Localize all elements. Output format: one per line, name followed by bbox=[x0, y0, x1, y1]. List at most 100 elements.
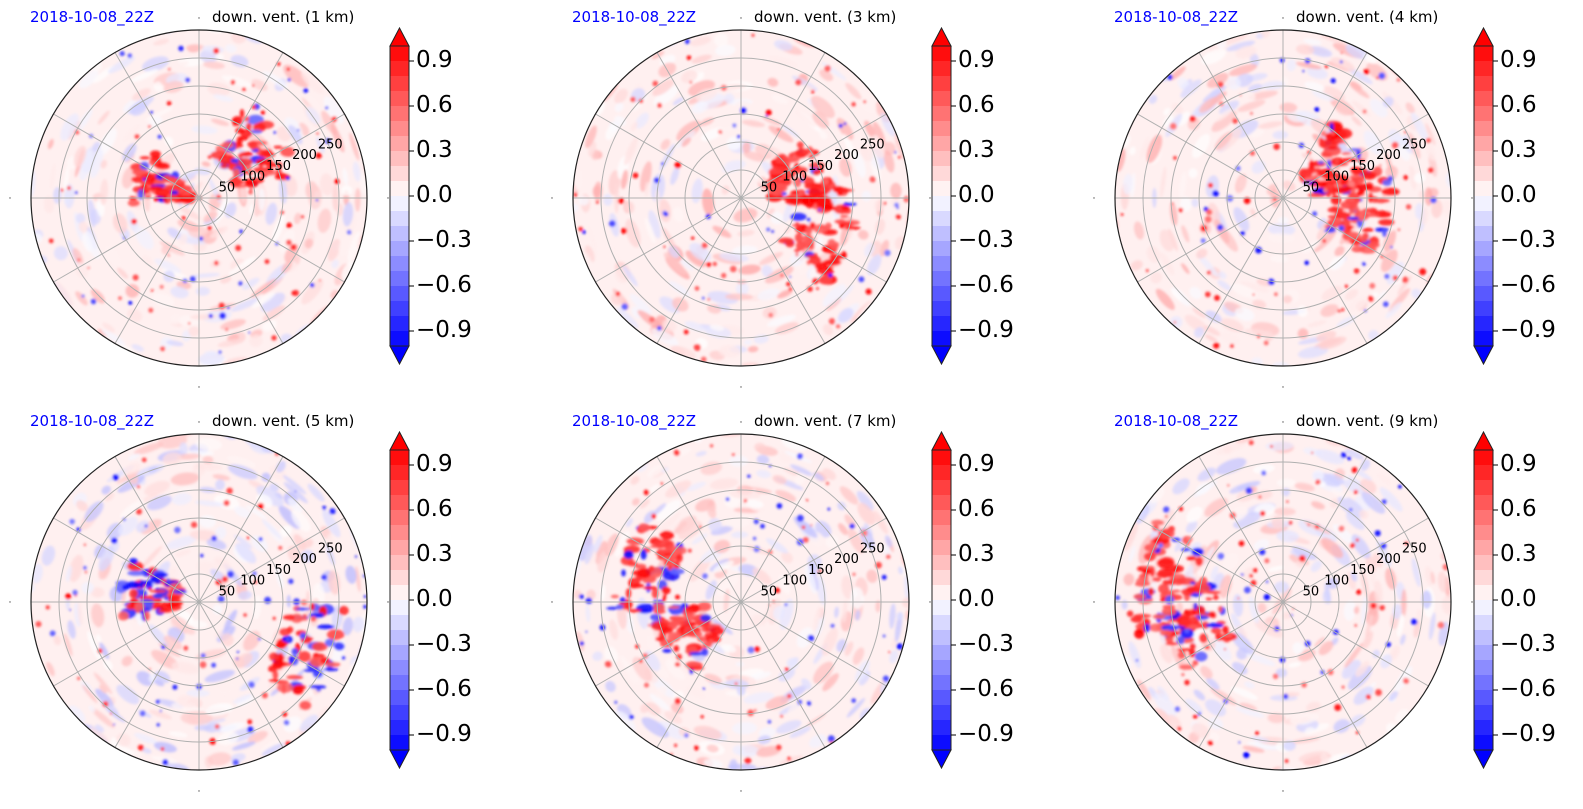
heatmap-cell bbox=[1267, 565, 1285, 572]
heatmap-cell bbox=[1193, 602, 1198, 610]
heatmap-cell bbox=[1347, 665, 1373, 690]
heatmap-cell bbox=[1264, 558, 1270, 564]
heatmap-cell bbox=[1174, 536, 1185, 552]
heatmap-cell bbox=[687, 548, 692, 553]
heatmap-cell bbox=[78, 70, 99, 89]
heatmap-cell bbox=[678, 520, 703, 540]
heatmap-cell bbox=[780, 714, 784, 718]
heatmap-cell bbox=[578, 196, 590, 206]
heatmap-cell bbox=[802, 234, 814, 245]
heatmap-cell bbox=[742, 141, 751, 154]
colorbar-segment bbox=[1474, 525, 1493, 541]
heatmap-cell bbox=[1217, 285, 1237, 299]
heatmap-cell bbox=[118, 296, 122, 301]
heatmap-cell bbox=[1157, 686, 1170, 701]
axis-tick-dot bbox=[551, 197, 553, 199]
heatmap-cell bbox=[1222, 625, 1229, 634]
heatmap-cell bbox=[672, 97, 684, 106]
heatmap-cell bbox=[1405, 204, 1412, 210]
heatmap-cell bbox=[793, 516, 818, 538]
heatmap-cell bbox=[123, 97, 143, 114]
heatmap-cell bbox=[1282, 611, 1293, 620]
heatmap-cell bbox=[1130, 260, 1143, 271]
colorbar-segment bbox=[932, 735, 951, 751]
heatmap-cell bbox=[1411, 557, 1421, 587]
heatmap-cell bbox=[1322, 86, 1346, 101]
heatmap-cell bbox=[732, 721, 757, 735]
heatmap-cell bbox=[90, 587, 105, 598]
heatmap-cell bbox=[767, 77, 779, 87]
heatmap-cell bbox=[1344, 284, 1348, 288]
heatmap-cell bbox=[1376, 290, 1387, 301]
radial-tick-label: 250 bbox=[1402, 541, 1427, 556]
heatmap-cell bbox=[811, 90, 815, 94]
heatmap-cell bbox=[127, 561, 144, 571]
heatmap-cell bbox=[203, 61, 225, 69]
heatmap-cell bbox=[170, 313, 181, 325]
heatmap-cell bbox=[1251, 160, 1266, 174]
angular-gridline bbox=[740, 197, 887, 283]
heatmap-cell bbox=[659, 530, 675, 540]
heatmap-cell bbox=[116, 733, 131, 747]
heatmap-cell bbox=[253, 580, 258, 584]
heatmap-cell bbox=[640, 499, 650, 509]
heatmap-cell bbox=[1359, 193, 1368, 210]
colorbar-extend-max bbox=[1473, 430, 1494, 451]
heatmap-cell bbox=[214, 260, 219, 266]
heatmap-cell bbox=[1258, 495, 1262, 499]
heatmap-cell bbox=[1270, 255, 1289, 263]
heatmap-cell bbox=[849, 523, 855, 529]
colorbar-segment bbox=[932, 151, 951, 167]
heatmap-cell bbox=[1204, 498, 1228, 517]
heatmap-cell bbox=[249, 334, 263, 348]
heatmap-cell bbox=[247, 719, 253, 725]
heatmap-cell bbox=[1157, 509, 1176, 533]
heatmap-cell bbox=[251, 79, 268, 91]
heatmap-cell bbox=[1344, 642, 1364, 668]
heatmap-cell bbox=[1374, 530, 1381, 537]
heatmap-cell bbox=[1155, 288, 1175, 310]
axis-tick-dot bbox=[1282, 386, 1284, 388]
heatmap-cell bbox=[805, 226, 813, 236]
heatmap-cell bbox=[283, 719, 290, 726]
heatmap-cell bbox=[319, 173, 334, 196]
heatmap-cell bbox=[754, 442, 766, 453]
heatmap-cell bbox=[49, 630, 56, 637]
heatmap-cell bbox=[1336, 315, 1357, 328]
heatmap-cell bbox=[127, 570, 145, 576]
heatmap-cell bbox=[1243, 197, 1251, 204]
colorbar-extend-max bbox=[389, 26, 410, 47]
heatmap-cell bbox=[1206, 590, 1221, 595]
heatmap-cell bbox=[1430, 571, 1436, 585]
heatmap-cell bbox=[129, 588, 139, 599]
heatmap-cell bbox=[166, 101, 172, 106]
heatmap-cell bbox=[288, 656, 294, 664]
heatmap-cell bbox=[91, 707, 115, 728]
heatmap-cell bbox=[813, 472, 825, 481]
heatmap-cell bbox=[1186, 506, 1203, 523]
heatmap-cell bbox=[696, 605, 700, 609]
heatmap-cell bbox=[151, 289, 154, 292]
heatmap-cell bbox=[747, 646, 755, 654]
heatmap-cell bbox=[1173, 321, 1177, 324]
heatmap-cell bbox=[120, 619, 136, 644]
heatmap-cell bbox=[47, 138, 54, 150]
heatmap-cell bbox=[226, 455, 257, 468]
heatmap-cell bbox=[1337, 309, 1341, 313]
colorbar-segment bbox=[932, 510, 951, 526]
heatmap-cell bbox=[342, 167, 348, 186]
heatmap-cell bbox=[1231, 632, 1255, 655]
heatmap-cell bbox=[272, 214, 286, 243]
heatmap-cell bbox=[213, 47, 220, 54]
heatmap-cell bbox=[67, 186, 71, 190]
heatmap-cell bbox=[700, 356, 707, 363]
colorbar-segment bbox=[390, 675, 409, 691]
heatmap-cell bbox=[1369, 282, 1376, 289]
heatmap-cell bbox=[1192, 133, 1211, 159]
heatmap-cell bbox=[774, 322, 799, 335]
heatmap-cell bbox=[889, 649, 899, 664]
heatmap-cell bbox=[60, 113, 79, 141]
heatmap-cell bbox=[1212, 594, 1219, 601]
heatmap-cell bbox=[646, 702, 661, 716]
heatmap-cell bbox=[141, 518, 162, 535]
